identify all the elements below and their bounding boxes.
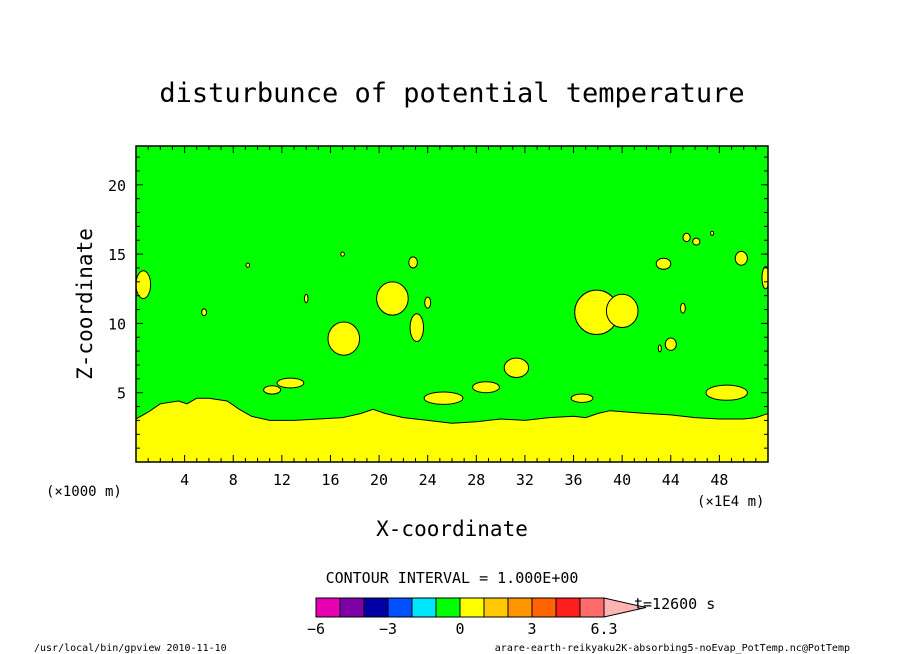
colorbar-swatch	[363, 597, 389, 618]
warm-cell-27	[761, 266, 768, 290]
colorbar-swatch	[435, 597, 461, 618]
x-axis-label: X-coordinate	[376, 517, 528, 541]
chart-title: disturbunce of potential temperature	[159, 78, 744, 109]
colorbar-swatch	[555, 597, 581, 618]
colorbar-tick-label: −6	[307, 620, 325, 638]
x-tick-label: 40	[613, 471, 631, 489]
x-ticks: 4 8 12 16 20 24 28 32 36 40 44 48	[147, 146, 757, 489]
warm-cell-14	[503, 357, 530, 378]
x-tick-label: 8	[229, 471, 238, 489]
x-tick-label: 4	[180, 471, 189, 489]
plot-background	[136, 146, 768, 462]
warm-cell-4	[340, 251, 345, 257]
warm-cell-19	[657, 344, 662, 353]
warm-cell-5	[327, 321, 361, 356]
y-tick-label: 20	[108, 177, 126, 195]
footer-left: /usr/local/bin/gpview 2010-11-10	[34, 643, 227, 654]
x-tick-label: 32	[516, 471, 534, 489]
warm-cell-2	[201, 308, 208, 317]
x-tick-label: 20	[370, 471, 388, 489]
contour-interval-label: CONTOUR INTERVAL = 1.000E+00	[326, 569, 579, 587]
warm-cell-21	[680, 302, 686, 314]
footer-right: arare-earth-reikyaku2K-absorbing5-noEvap…	[495, 643, 850, 654]
warm-cell-10	[276, 377, 305, 389]
warm-cell-8	[409, 313, 424, 343]
warm-cells	[136, 230, 768, 405]
x-unit-label: (×1000 m)	[46, 484, 122, 500]
warm-cell-24	[710, 230, 715, 236]
warm-cell-0	[136, 270, 152, 299]
x-tick-label: 44	[662, 471, 680, 489]
colorbar-swatch	[315, 597, 341, 618]
warm-cell-18	[655, 257, 672, 270]
y-tick-label: 15	[108, 246, 126, 264]
colorbar-swatch	[459, 597, 485, 618]
warm-cell-15	[570, 393, 594, 403]
warm-cell-6	[376, 281, 409, 316]
x-tick-label: 24	[419, 471, 437, 489]
warm-cell-17	[605, 293, 639, 328]
y-ticks: 5 10 15 20	[108, 156, 768, 449]
y-tick-label: 10	[108, 315, 126, 333]
colorbar-arrow	[603, 597, 647, 618]
warm-cell-25	[705, 384, 748, 401]
colorbar-tick-label: 0	[455, 620, 464, 638]
y-unit-label: (×1E4 m)	[697, 494, 764, 510]
x-tick-label: 48	[710, 471, 728, 489]
colorbar-tick-label: 3	[527, 620, 536, 638]
warm-cell-1	[245, 262, 251, 268]
warm-cell-11	[263, 385, 282, 395]
x-tick-label: 12	[273, 471, 291, 489]
colorbar-swatch	[507, 597, 533, 618]
x-tick-label: 16	[321, 471, 339, 489]
warm-cell-9	[424, 296, 432, 309]
warm-cell-7	[408, 256, 418, 269]
warm-cell-20	[664, 337, 677, 351]
colorbar-swatch	[531, 597, 557, 618]
colorbar-swatch	[411, 597, 437, 618]
colorbar-swatch	[387, 597, 413, 618]
y-axis-label: Z-coordinate	[73, 228, 97, 380]
colorbar-tick-label: −3	[379, 620, 397, 638]
colorbar-swatch	[483, 597, 509, 618]
x-tick-label: 28	[467, 471, 485, 489]
colorbar-tick-label: 6.3	[590, 620, 617, 638]
warm-cell-12	[423, 391, 464, 405]
colorbar-swatch	[579, 597, 605, 618]
warm-cell-3	[303, 293, 309, 304]
warm-cell-13	[472, 381, 500, 394]
x-tick-label: 36	[565, 471, 583, 489]
warm-cell-26	[734, 250, 748, 266]
y-tick-label: 5	[117, 385, 126, 403]
surface-warm-layer	[136, 397, 768, 462]
time-label: t=12600 s	[634, 595, 715, 613]
colorbar-swatch	[339, 597, 365, 618]
colorbar: −6 −3 0 3 6.3	[307, 597, 647, 638]
warm-cell-22	[682, 232, 691, 243]
warm-cell-23	[692, 237, 701, 246]
